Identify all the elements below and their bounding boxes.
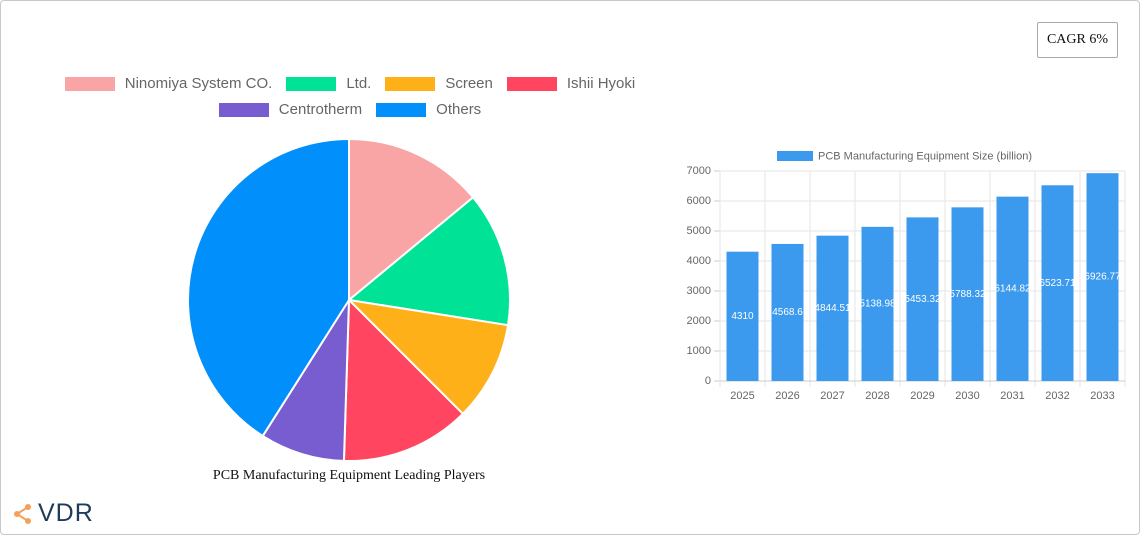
y-tick-label: 7000 [687, 165, 711, 177]
value-label: 5453.32 [904, 294, 941, 305]
legend-label: Ishii Hyoki [566, 75, 636, 92]
legend-label: Screen [445, 75, 493, 92]
legend-item: Ninomiya System CO. [64, 75, 273, 92]
legend-swatch [777, 151, 813, 161]
x-tick-label: 2028 [865, 390, 889, 402]
legend-label: Ninomiya System CO. [124, 75, 273, 92]
legend-item: Centrotherm [218, 101, 363, 118]
bar [726, 251, 759, 381]
legend-swatch [218, 102, 269, 117]
pie-slice [187, 137, 350, 438]
legend-label: Centrotherm [278, 101, 363, 118]
legend-label: Others [436, 101, 482, 118]
pie-slice [348, 137, 475, 303]
x-tick-label: 2027 [820, 390, 844, 402]
pie-slice [346, 298, 510, 416]
x-tick-label: 2030 [955, 390, 979, 402]
legend-item: Ishii Hyoki [506, 75, 636, 92]
logo: VDR [13, 499, 94, 528]
legend-item: Others [376, 101, 481, 118]
bar [951, 207, 984, 381]
y-tick-label: 5000 [687, 225, 711, 237]
bar [1041, 185, 1074, 381]
legend-label: Ltd. [346, 75, 372, 92]
y-tick-label: 1000 [687, 345, 711, 357]
y-tick-label: 0 [705, 375, 711, 387]
value-label: 5138.98 [859, 299, 896, 310]
x-tick-label: 2032 [1045, 390, 1069, 402]
legend-swatch [506, 76, 557, 91]
x-tick-label: 2031 [1000, 390, 1024, 402]
legend-swatch [385, 76, 436, 91]
x-tick-label: 2026 [775, 390, 799, 402]
legend-label: PCB Manufacturing Equipment Size (billio… [818, 150, 1032, 162]
x-tick-label: 2025 [730, 390, 754, 402]
legend-swatch [64, 76, 115, 91]
y-tick-label: 2000 [687, 315, 711, 327]
legend-item: Screen [385, 75, 493, 92]
pie-legend: Ninomiya System CO. Ltd. Screen Ishii Hyoki… [40, 75, 660, 118]
legend-swatch [286, 76, 337, 91]
x-tick-label: 2029 [910, 390, 934, 402]
bar [771, 243, 804, 381]
value-label: 6144.82 [994, 283, 1031, 294]
value-label: 4568.6 [772, 307, 803, 318]
value-label: 5788.32 [949, 289, 986, 300]
y-tick-label: 3000 [687, 285, 711, 297]
x-tick-label: 2033 [1090, 390, 1114, 402]
pie-slice [342, 297, 465, 462]
bar [996, 196, 1029, 381]
value-label: 6523.71 [1039, 278, 1076, 289]
value-label: 4844.51 [814, 303, 851, 314]
pie-slice [346, 195, 511, 327]
y-tick-label: 6000 [687, 195, 711, 207]
y-tick-label: 4000 [687, 255, 711, 267]
legend-swatch [376, 102, 427, 117]
pie-title: PCB Manufacturing Equipment Leading Play… [213, 468, 485, 483]
legend-item: Ltd. [286, 75, 371, 92]
pie-slice [261, 296, 351, 462]
logo-text: VDR [38, 499, 94, 527]
cagr-box: CAGR 6% [1037, 22, 1118, 58]
bar [816, 235, 849, 381]
value-label: 4310 [731, 311, 754, 322]
logo-icon [14, 503, 31, 524]
bar [906, 217, 939, 381]
bar [1086, 173, 1119, 381]
value-label: 6926.77 [1084, 272, 1121, 283]
bar [861, 226, 894, 381]
